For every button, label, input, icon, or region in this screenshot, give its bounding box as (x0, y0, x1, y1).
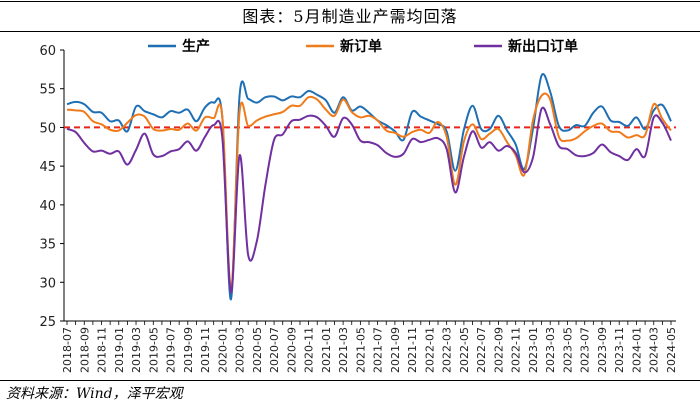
x-tick-label: 2020-07 (268, 327, 281, 373)
x-tick-label: 2020-11 (303, 327, 316, 373)
x-tick-label: 2022-09 (492, 327, 505, 373)
y-axis: 25 30 35 40 45 50 55 60 (39, 44, 65, 330)
y-tick-label: 55 (39, 83, 56, 98)
chart-legend: 生产 新订单 新出口订单 (148, 38, 578, 55)
x-tick-label: 2024-05 (665, 327, 678, 373)
x-tick-label: 2019-11 (199, 327, 212, 373)
series-group (66, 73, 672, 301)
x-tick-label: 2021-01 (320, 327, 333, 373)
source-rule (0, 380, 700, 381)
x-tick-label: 2021-03 (337, 327, 350, 373)
x-tick-label: 2024-01 (630, 327, 643, 373)
legend-label-new-export-orders: 新出口订单 (508, 38, 578, 55)
x-tick-label: 2020-01 (216, 327, 229, 373)
x-tick-label: 2018-09 (78, 327, 91, 373)
y-tick-label: 30 (39, 276, 56, 291)
x-tick-label: 2023-03 (544, 327, 557, 373)
y-tick-label: 25 (39, 315, 56, 330)
x-tick-label: 2018-07 (61, 327, 74, 373)
x-tick-label: 2020-05 (251, 327, 264, 373)
x-tick-label: 2022-07 (475, 327, 488, 373)
x-tick-label: 2019-01 (113, 327, 126, 373)
y-tick-label: 50 (39, 121, 56, 136)
x-tick-label: 2023-05 (561, 327, 574, 373)
title-top-rule (0, 1, 700, 2)
legend-label-new-orders: 新订单 (340, 38, 382, 55)
source-note: 资料来源：Wind，泽平宏观 (6, 386, 183, 402)
x-tick-label: 2019-09 (182, 327, 195, 373)
x-tick-label: 2021-07 (372, 327, 385, 373)
x-axis: 2018-07 2018-09 2018-11 2019-01 2019-03 2019-… (61, 320, 678, 373)
x-tick-label: 2021-11 (406, 327, 419, 373)
y-tick-label: 60 (39, 44, 56, 59)
series-line-production (66, 73, 672, 301)
x-tick-label: 2024-03 (648, 327, 661, 373)
x-tick-label: 2020-03 (234, 327, 247, 373)
x-tick-label: 2022-05 (458, 327, 471, 373)
x-tick-label: 2023-01 (527, 327, 540, 373)
x-tick-label: 2021-05 (354, 327, 367, 373)
series-line-new-orders (66, 92, 672, 289)
x-tick-label: 2022-01 (423, 327, 436, 373)
series-line-new-export-orders (66, 106, 672, 294)
title-bottom-rule (0, 31, 700, 32)
x-tick-label: 2019-03 (130, 327, 143, 373)
x-tick-label: 2018-11 (96, 327, 109, 373)
x-tick-label: 2023-07 (579, 327, 592, 373)
y-tick-label: 40 (39, 199, 56, 214)
x-tick-label: 2022-03 (441, 327, 454, 373)
x-tick-label: 2021-09 (389, 327, 402, 373)
x-tick-label: 2022-11 (510, 327, 523, 373)
x-tick-label: 2019-07 (165, 327, 178, 373)
y-tick-label: 35 (39, 238, 56, 253)
chart-title: 图表：5月制造业产需均回落 (242, 7, 458, 26)
y-tick-label: 45 (39, 160, 56, 175)
x-tick-label: 2023-09 (596, 327, 609, 373)
x-tick-label: 2019-05 (147, 327, 160, 373)
x-tick-label: 2023-11 (613, 327, 626, 373)
legend-label-production: 生产 (182, 38, 210, 55)
x-tick-label: 2020-09 (285, 327, 298, 373)
